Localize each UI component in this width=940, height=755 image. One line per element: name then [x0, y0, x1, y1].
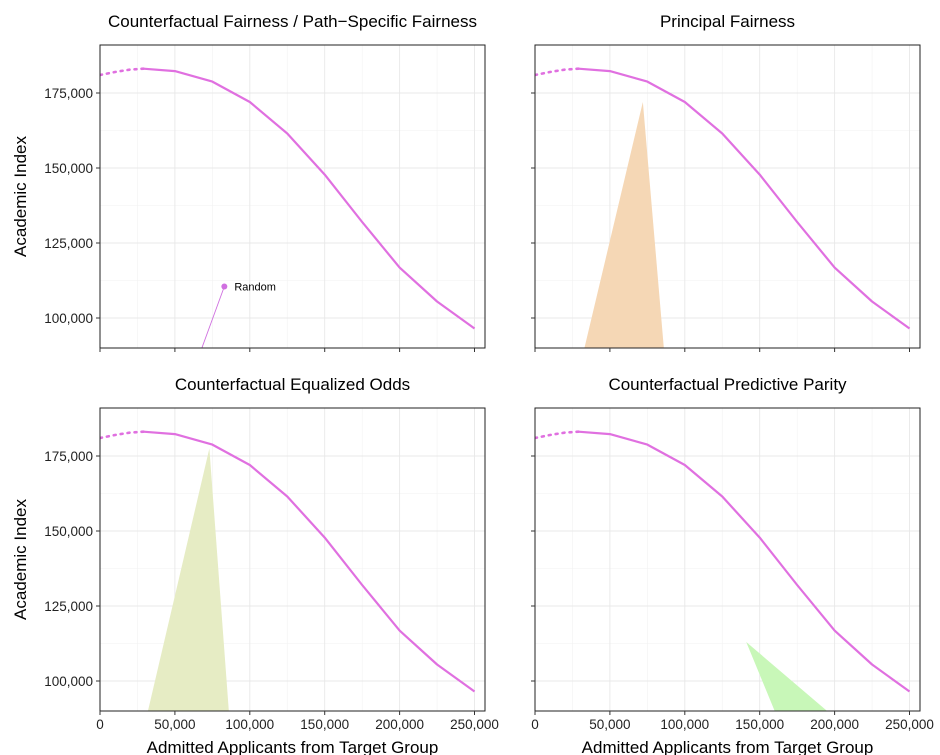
x-tick-label: 50,000 — [154, 717, 195, 732]
x-tick-label: 50,000 — [589, 717, 630, 732]
x-tick-label: 250,000 — [885, 717, 934, 732]
panel-plot-area — [100, 430, 476, 711]
frontier-dotted-line — [100, 430, 145, 440]
x-axis-title: Admitted Applicants from Target Group — [147, 738, 439, 755]
x-tick-label: 150,000 — [300, 717, 349, 732]
panel-3: Counterfactual Equalized Odds 0 50,000 100,… — [11, 375, 499, 755]
feasible-region — [746, 642, 828, 711]
y-tick-label: 125,000 — [44, 599, 93, 614]
frontier-dotted-line — [535, 67, 580, 77]
y-tick-label: 150,000 — [44, 524, 93, 539]
x-tick-label: 200,000 — [810, 717, 859, 732]
panel-border — [99, 44, 486, 349]
panel-plot-area — [535, 67, 911, 348]
feasible-region — [584, 102, 664, 348]
x-tick-label: 100,000 — [225, 717, 274, 732]
panel-border — [534, 44, 921, 349]
frontier-solid-line — [578, 67, 911, 330]
panel-1: Random Counterfactual Fairness / Path−Spe… — [11, 12, 486, 352]
annotation-line — [201, 286, 225, 348]
x-tick-label: 250,000 — [450, 717, 499, 732]
x-axis-title: Admitted Applicants from Target Group — [582, 738, 874, 755]
annotation-label: Random — [234, 282, 276, 294]
x-tick-label: 150,000 — [735, 717, 784, 732]
y-tick-label: 175,000 — [44, 86, 93, 101]
panel-4: Counterfactual Predictive Parity 0 50,000 1… — [531, 375, 934, 755]
frontier-solid-line — [143, 67, 476, 330]
panel-border — [534, 407, 921, 712]
y-tick-label: 100,000 — [44, 674, 93, 689]
y-axis-title: Academic Index — [11, 136, 30, 257]
annotation-point — [221, 283, 228, 290]
frontier-solid-line — [578, 430, 911, 693]
panel-2: Principal Fairness — [531, 12, 921, 352]
frontier-dotted-line — [100, 67, 145, 77]
panel-title: Counterfactual Fairness / Path−Specific … — [108, 12, 477, 31]
panel-border — [99, 407, 486, 712]
x-tick-label: 100,000 — [660, 717, 709, 732]
frontier-dotted-line — [535, 430, 580, 440]
panel-title: Principal Fairness — [660, 12, 795, 31]
x-tick-label: 200,000 — [375, 717, 424, 732]
x-tick-label: 0 — [96, 717, 104, 732]
feasible-region — [147, 448, 229, 711]
frontier-solid-line — [143, 430, 476, 693]
y-tick-label: 175,000 — [44, 449, 93, 464]
y-axis-title: Academic Index — [11, 499, 30, 620]
panel-title: Counterfactual Equalized Odds — [175, 375, 410, 394]
panel-title: Counterfactual Predictive Parity — [608, 375, 847, 394]
y-tick-label: 150,000 — [44, 161, 93, 176]
y-tick-label: 125,000 — [44, 236, 93, 251]
panel-plot-area — [100, 67, 476, 348]
panel-plot-area — [535, 430, 911, 711]
y-tick-label: 100,000 — [44, 311, 93, 326]
x-tick-label: 0 — [531, 717, 539, 732]
